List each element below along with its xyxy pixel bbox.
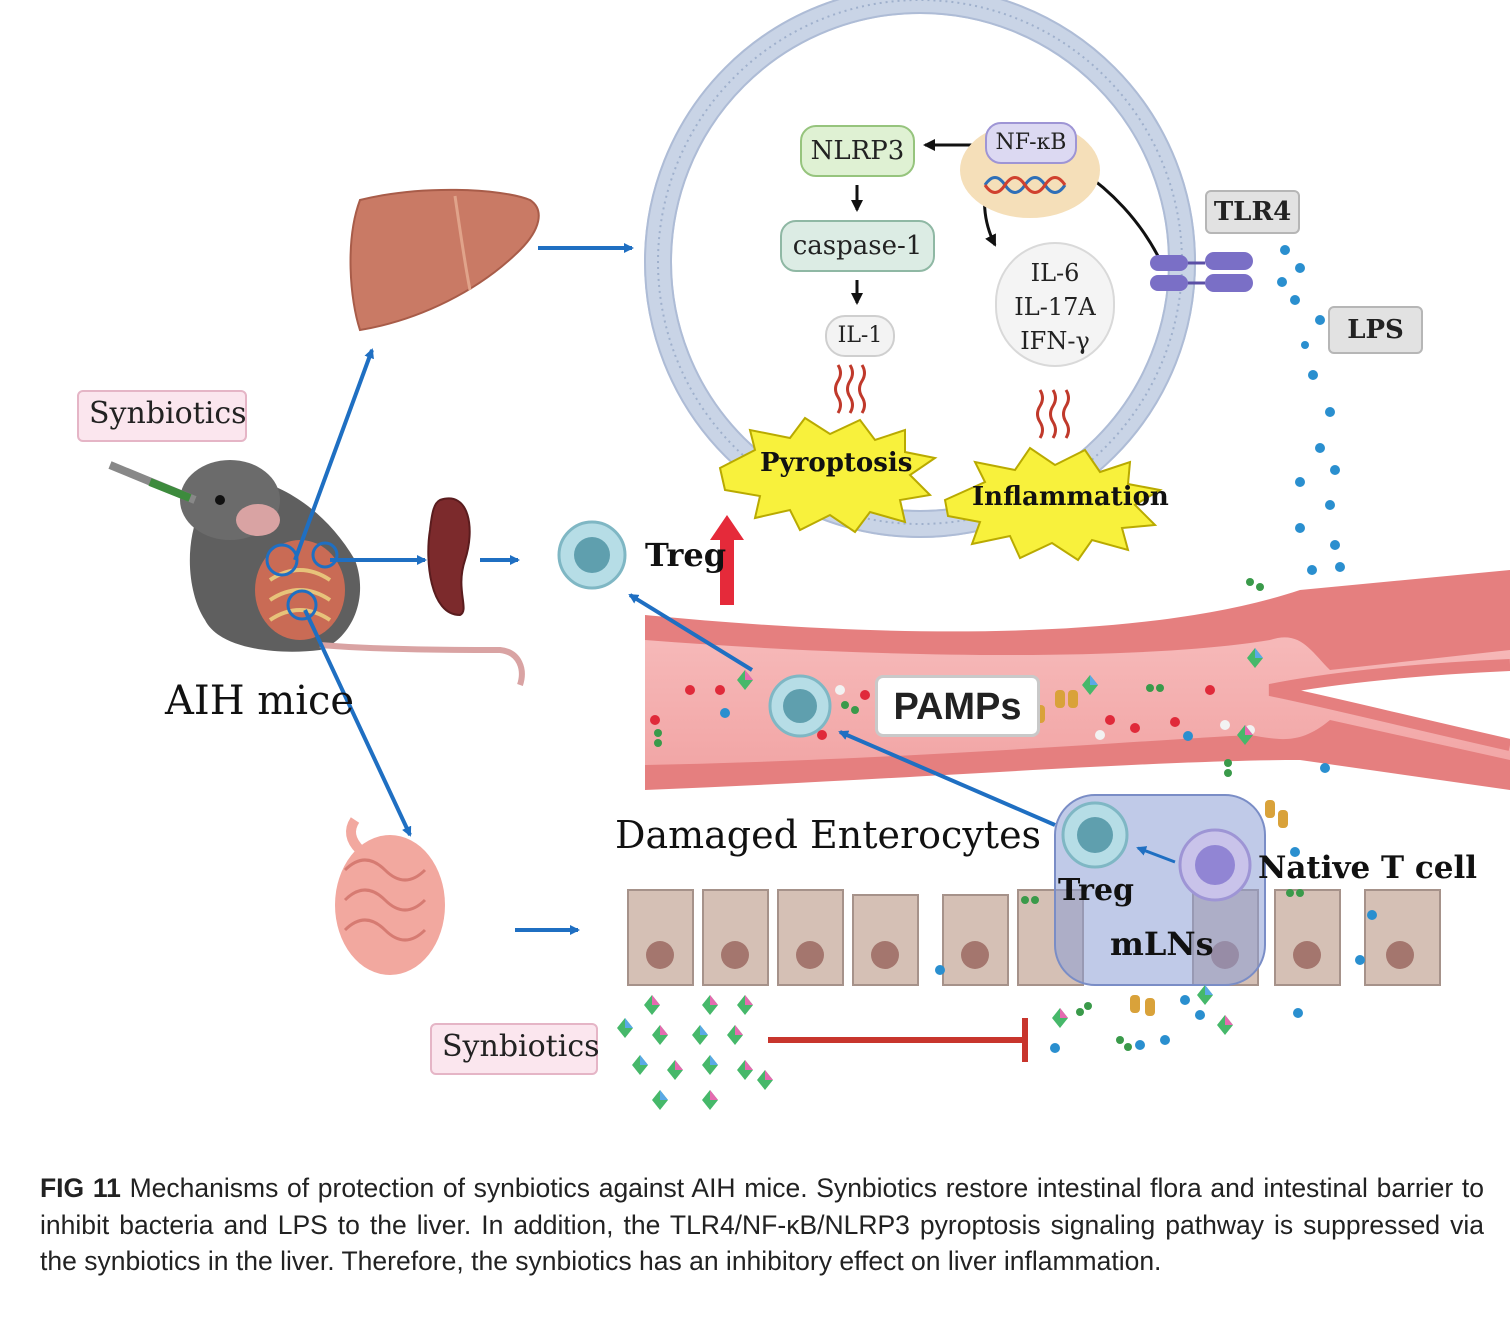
mln-treg-icon [1061,801,1129,869]
spleen-icon [427,497,471,617]
synbiotics-bottom-label: Synbiotics [430,1023,600,1075]
mlns-label: mLNs [1110,925,1214,963]
nlrp3-node: NLRP3 [800,125,915,177]
tlr4-receptor-icon [1150,252,1253,292]
damaged-enterocytes-label: Damaged Enterocytes [615,813,1042,857]
figure-caption: FIG 11 Mechanisms of protection of synbi… [40,1170,1484,1280]
inflammation-label: Inflammation [972,482,1169,512]
lps-particles [720,245,1377,1053]
native-t-cell-icon [1178,828,1252,902]
cytokines-node: IL-6 IL-17A IFN-γ [995,242,1115,367]
aih-mice-label: AIH mice [165,678,355,724]
treg-top-label: Treg [645,536,727,574]
blood-vessel [645,570,1510,790]
treg-mln-label: Treg [1058,873,1135,908]
caspase1-node: caspase-1 [780,220,935,272]
pyroptosis-squiggles [834,364,866,414]
inflammation-squiggles [1036,389,1070,439]
enterocyte-layer [627,889,1441,986]
synbiotics-top-label: Synbiotics [77,390,247,442]
il17a-label: IL-17A [1014,293,1096,321]
native-t-cell-label: Native T cell [1258,850,1478,886]
tlr4-label: TLR4 [1205,190,1300,234]
liver-icon [349,188,540,332]
il1-node: IL-1 [825,315,895,357]
increase-arrow [710,515,744,605]
treg-cell-icon [557,520,627,590]
vessel-treg-icon [768,674,832,738]
lps-label: LPS [1328,306,1423,354]
ifng-label: IFN-γ [1020,327,1090,355]
figure-label: FIG 11 [40,1173,121,1203]
inflammation-burst [943,446,1163,562]
mechanism-diagram: Synbiotics AIH mice NLRP3 NF-κB caspase-… [77,0,1510,1110]
pyroptosis-burst [718,416,938,534]
caption-text: Mechanisms of protection of synbiotics a… [40,1173,1484,1276]
pamps-label: PAMPs [875,675,1040,737]
intestine-icon [335,817,445,975]
il6-label: IL-6 [1030,259,1080,287]
nfkb-node: NF-κB [985,122,1077,164]
synbiotic-particles [617,648,1263,1110]
mouse-icon [108,460,525,686]
pyroptosis-label: Pyroptosis [760,448,913,478]
